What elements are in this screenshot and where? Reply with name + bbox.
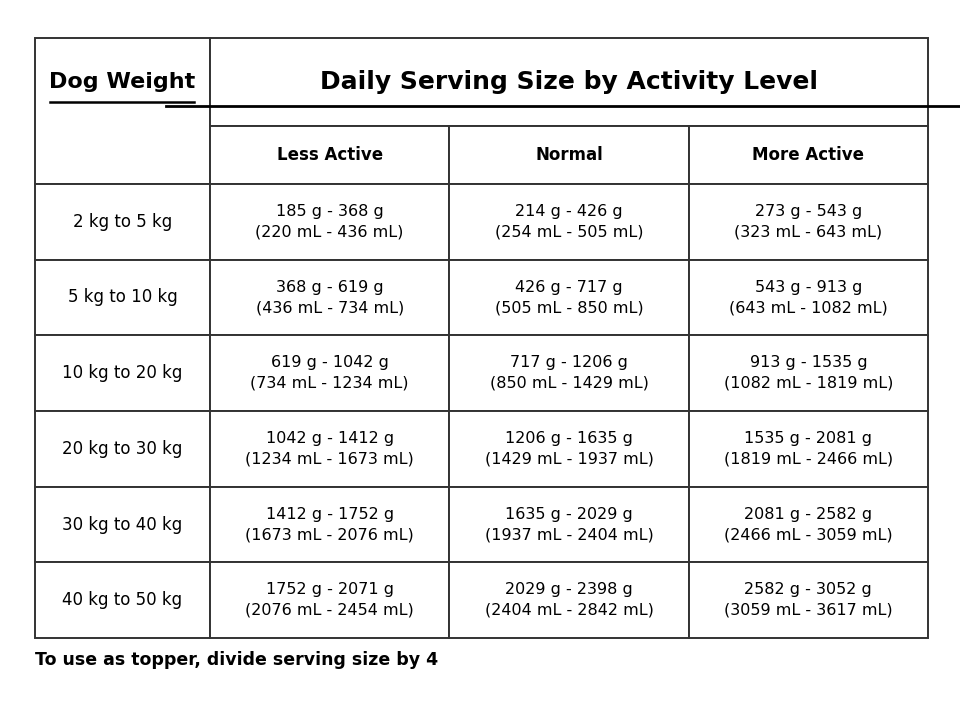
Bar [688, 126, 928, 184]
Text: 619 g - 1042 g
(734 mL - 1234 mL): 619 g - 1042 g (734 mL - 1234 mL) [251, 356, 409, 391]
Text: 2081 g - 2582 g
(2466 mL - 3059 mL): 2081 g - 2582 g (2466 mL - 3059 mL) [724, 507, 893, 542]
Text: 543 g - 913 g
(643 mL - 1082 mL): 543 g - 913 g (643 mL - 1082 mL) [729, 280, 888, 315]
Text: 185 g - 368 g
(220 mL - 436 mL): 185 g - 368 g (220 mL - 436 mL) [255, 204, 404, 240]
Text: 717 g - 1206 g
(850 mL - 1429 mL): 717 g - 1206 g (850 mL - 1429 mL) [490, 356, 648, 391]
Text: 1042 g - 1412 g
(1234 mL - 1673 mL): 1042 g - 1412 g (1234 mL - 1673 mL) [246, 431, 414, 467]
Text: 913 g - 1535 g
(1082 mL - 1819 mL): 913 g - 1535 g (1082 mL - 1819 mL) [724, 356, 893, 391]
Text: 30 kg to 40 kg: 30 kg to 40 kg [62, 516, 182, 534]
Text: 2582 g - 3052 g
(3059 mL - 3617 mL): 2582 g - 3052 g (3059 mL - 3617 mL) [724, 582, 893, 618]
Text: 10 kg to 20 kg: 10 kg to 20 kg [62, 364, 182, 382]
Text: Less Active: Less Active [276, 146, 383, 164]
Text: Daily Serving Size by Activity Level: Daily Serving Size by Activity Level [320, 70, 818, 94]
Text: 1535 g - 2081 g
(1819 mL - 2466 mL): 1535 g - 2081 g (1819 mL - 2466 mL) [724, 431, 893, 467]
Text: Dog Weight: Dog Weight [49, 72, 196, 92]
Text: Normal: Normal [535, 146, 603, 164]
Text: 426 g - 717 g
(505 mL - 850 mL): 426 g - 717 g (505 mL - 850 mL) [494, 280, 643, 315]
Text: 1206 g - 1635 g
(1429 mL - 1937 mL): 1206 g - 1635 g (1429 mL - 1937 mL) [485, 431, 654, 467]
Bar [210, 126, 449, 184]
Text: 5 kg to 10 kg: 5 kg to 10 kg [67, 289, 178, 307]
Text: 1752 g - 2071 g
(2076 mL - 2454 mL): 1752 g - 2071 g (2076 mL - 2454 mL) [246, 582, 414, 618]
Text: To use as topper, divide serving size by 4: To use as topper, divide serving size by… [35, 651, 438, 669]
Text: 214 g - 426 g
(254 mL - 505 mL): 214 g - 426 g (254 mL - 505 mL) [494, 204, 643, 240]
Bar [449, 126, 688, 184]
Text: 273 g - 543 g
(323 mL - 643 mL): 273 g - 543 g (323 mL - 643 mL) [734, 204, 882, 240]
Text: 40 kg to 50 kg: 40 kg to 50 kg [62, 591, 182, 609]
Text: 1412 g - 1752 g
(1673 mL - 2076 mL): 1412 g - 1752 g (1673 mL - 2076 mL) [246, 507, 414, 542]
Text: More Active: More Active [753, 146, 864, 164]
Text: 368 g - 619 g
(436 mL - 734 mL): 368 g - 619 g (436 mL - 734 mL) [255, 280, 404, 315]
Text: 2029 g - 2398 g
(2404 mL - 2842 mL): 2029 g - 2398 g (2404 mL - 2842 mL) [485, 582, 654, 618]
Text: 2 kg to 5 kg: 2 kg to 5 kg [73, 213, 172, 231]
Text: 20 kg to 30 kg: 20 kg to 30 kg [62, 440, 182, 458]
Text: 1635 g - 2029 g
(1937 mL - 2404 mL): 1635 g - 2029 g (1937 mL - 2404 mL) [485, 507, 654, 542]
